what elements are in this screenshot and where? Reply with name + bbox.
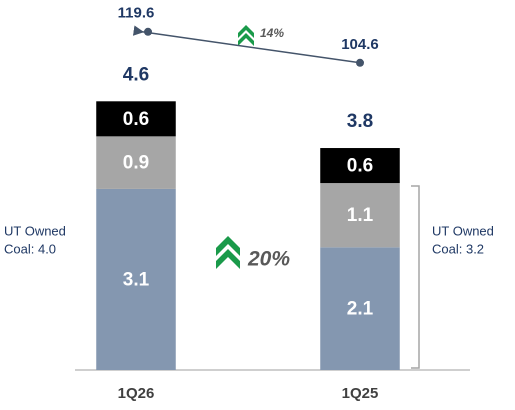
bracket-note: Coal: 4.0 xyxy=(4,241,56,256)
bracket-note: UT Owned xyxy=(4,223,66,238)
line-label: 104.6 xyxy=(341,36,379,53)
segment-label: 0.6 xyxy=(123,109,149,130)
x-tick-label: 1Q25 xyxy=(342,385,379,402)
up-arrow-icon xyxy=(216,236,240,269)
line-change: 14% xyxy=(260,26,284,40)
right-bracket xyxy=(411,185,420,369)
segment-label: 3.1 xyxy=(123,269,150,290)
line-point xyxy=(356,58,364,67)
total-label: 4.6 xyxy=(123,64,149,85)
bar-change: 20% xyxy=(247,248,290,271)
segment-label: 0.9 xyxy=(123,153,149,174)
bar-segment xyxy=(96,188,176,370)
segment-label: 1.1 xyxy=(347,205,374,226)
segment-label: 2.1 xyxy=(347,299,374,320)
total-label: 3.8 xyxy=(347,111,373,132)
bar-segment xyxy=(320,148,400,184)
bracket-note: Coal: 3.2 xyxy=(432,241,484,256)
segment-label: 0.6 xyxy=(347,156,373,177)
line-point xyxy=(144,27,152,36)
line-label: 119.6 xyxy=(118,5,155,22)
x-tick-label: 1Q26 xyxy=(118,385,155,402)
bar-segment xyxy=(96,101,176,137)
bar-segment xyxy=(320,247,400,370)
bracket-note: UT Owned xyxy=(432,223,494,238)
bar-segment xyxy=(96,136,176,189)
trend-line xyxy=(132,25,361,64)
bar-segment xyxy=(320,183,400,248)
up-arrow-icon xyxy=(238,25,254,46)
